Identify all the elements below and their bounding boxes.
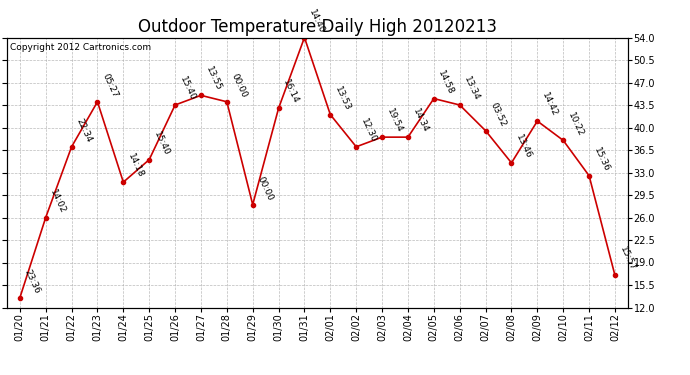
Text: 15:36: 15:36	[592, 146, 611, 173]
Text: 15:40: 15:40	[178, 75, 197, 102]
Text: 22:34: 22:34	[75, 117, 93, 144]
Title: Outdoor Temperature Daily High 20120213: Outdoor Temperature Daily High 20120213	[138, 18, 497, 36]
Text: 15:57: 15:57	[618, 245, 637, 273]
Text: 13:53: 13:53	[333, 85, 352, 112]
Text: 00:00: 00:00	[255, 175, 275, 202]
Text: 03:52: 03:52	[489, 101, 507, 128]
Text: 13:55: 13:55	[204, 65, 223, 93]
Text: 14:58: 14:58	[437, 69, 455, 96]
Text: 19:54: 19:54	[385, 107, 404, 134]
Text: 16:14: 16:14	[282, 78, 300, 105]
Text: 14:18: 14:18	[126, 152, 145, 179]
Text: 10:22: 10:22	[566, 111, 585, 138]
Text: 14:40: 14:40	[307, 8, 326, 35]
Text: 14:34: 14:34	[411, 107, 430, 134]
Text: 12:30: 12:30	[359, 117, 378, 144]
Text: 13:46: 13:46	[514, 133, 533, 160]
Text: 23:36: 23:36	[23, 268, 41, 295]
Text: 05:27: 05:27	[100, 72, 119, 99]
Text: 14:02: 14:02	[48, 188, 68, 215]
Text: 15:40: 15:40	[152, 130, 171, 157]
Text: Copyright 2012 Cartronics.com: Copyright 2012 Cartronics.com	[10, 43, 151, 52]
Text: 00:00: 00:00	[230, 72, 248, 99]
Text: 13:34: 13:34	[462, 75, 482, 102]
Text: 14:42: 14:42	[540, 92, 559, 118]
